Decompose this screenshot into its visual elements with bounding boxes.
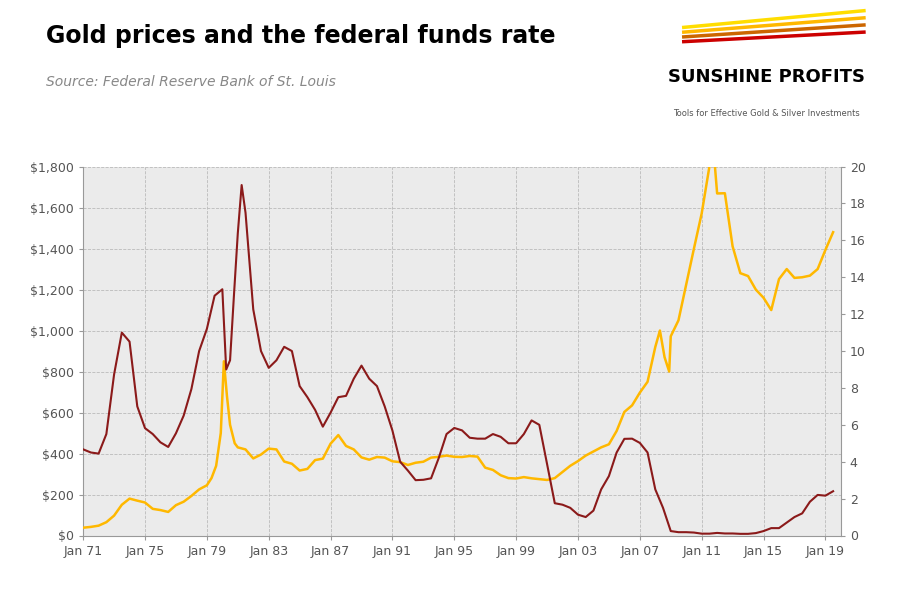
Text: Source: Federal Reserve Bank of St. Louis: Source: Federal Reserve Bank of St. Loui… (46, 75, 336, 89)
Text: Gold prices and the federal funds rate: Gold prices and the federal funds rate (46, 24, 555, 48)
Text: SUNSHINE PROFITS: SUNSHINE PROFITS (668, 68, 866, 86)
Text: Tools for Effective Gold & Silver Investments: Tools for Effective Gold & Silver Invest… (674, 108, 860, 118)
